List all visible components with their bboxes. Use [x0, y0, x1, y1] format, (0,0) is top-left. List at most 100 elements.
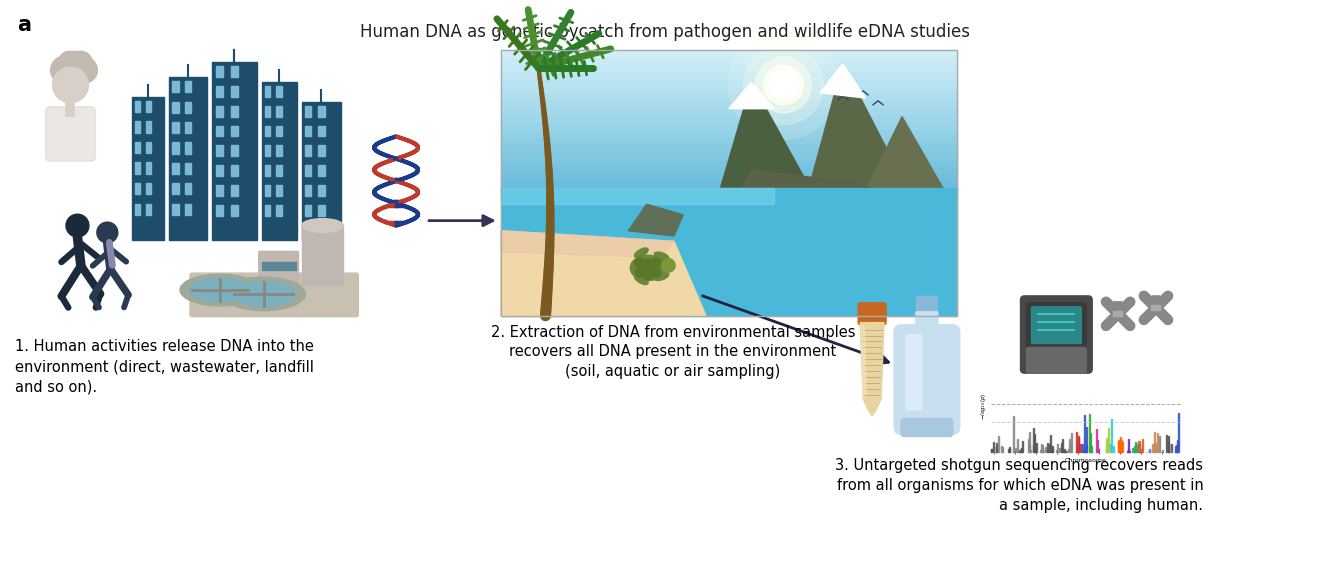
Bar — [265, 86, 270, 97]
Bar — [318, 125, 325, 136]
Bar — [230, 145, 238, 156]
Bar — [262, 262, 295, 270]
Bar — [318, 205, 325, 215]
Bar — [500, 101, 957, 109]
Bar — [500, 65, 957, 73]
Bar — [500, 160, 957, 168]
Bar — [145, 183, 150, 194]
Bar — [302, 226, 343, 285]
Circle shape — [59, 51, 80, 73]
Bar — [134, 142, 140, 153]
FancyBboxPatch shape — [45, 107, 96, 161]
Bar — [318, 145, 325, 156]
FancyBboxPatch shape — [894, 324, 960, 434]
Bar — [230, 125, 238, 136]
Bar — [500, 153, 957, 161]
Polygon shape — [729, 82, 775, 109]
Bar — [185, 163, 192, 174]
Bar — [500, 174, 957, 182]
FancyBboxPatch shape — [1032, 307, 1081, 343]
Bar — [230, 106, 238, 117]
Bar — [172, 183, 178, 194]
Bar — [500, 182, 957, 190]
Ellipse shape — [635, 275, 648, 284]
Bar — [216, 106, 224, 117]
Circle shape — [643, 270, 654, 280]
Bar — [185, 142, 192, 154]
Polygon shape — [500, 231, 673, 257]
Text: Chromosome: Chromosome — [1065, 458, 1106, 463]
Circle shape — [744, 46, 824, 125]
Circle shape — [67, 214, 89, 237]
Bar — [169, 77, 206, 241]
Bar — [230, 86, 238, 97]
Bar — [500, 123, 957, 132]
Bar — [172, 122, 178, 133]
Bar — [216, 185, 224, 196]
Bar — [305, 106, 311, 117]
Bar — [500, 145, 957, 153]
Circle shape — [635, 269, 644, 277]
Bar — [500, 189, 957, 197]
Bar — [185, 122, 192, 133]
Bar — [172, 101, 178, 113]
Bar — [185, 81, 192, 92]
Circle shape — [651, 258, 662, 268]
Bar — [500, 50, 957, 316]
Bar — [277, 86, 282, 97]
Bar — [185, 203, 192, 215]
Bar — [265, 145, 270, 156]
Text: 2. Extraction of DNA from environmental samples
recovers all DNA present in the : 2. Extraction of DNA from environmental … — [491, 324, 856, 379]
Circle shape — [652, 269, 660, 277]
Text: Human DNA as genetic bycatch from pathogen and wildlife eDNA studies: Human DNA as genetic bycatch from pathog… — [359, 23, 970, 40]
Bar — [277, 205, 282, 215]
Polygon shape — [692, 170, 957, 316]
Bar — [265, 205, 270, 215]
Bar — [318, 106, 325, 117]
Bar — [277, 145, 282, 156]
Text: 3. Untargeted shotgun sequencing recovers reads
from all organisms for which eDN: 3. Untargeted shotgun sequencing recover… — [836, 458, 1203, 513]
Bar — [990, 361, 1179, 453]
Bar — [172, 142, 178, 154]
Circle shape — [97, 222, 118, 243]
Bar — [145, 162, 150, 174]
Bar — [230, 205, 238, 215]
FancyBboxPatch shape — [906, 335, 922, 410]
Bar — [265, 125, 270, 136]
Ellipse shape — [233, 281, 295, 307]
Bar — [500, 87, 957, 95]
Bar — [500, 50, 957, 59]
Circle shape — [764, 65, 804, 105]
Bar — [230, 66, 238, 77]
Bar — [212, 62, 257, 241]
Bar — [318, 185, 325, 196]
Bar — [185, 101, 192, 113]
Circle shape — [640, 259, 656, 276]
Bar — [172, 81, 178, 92]
Bar — [216, 145, 224, 156]
Bar — [265, 106, 270, 117]
Circle shape — [72, 57, 97, 83]
Bar — [145, 142, 150, 153]
Text: a: a — [17, 15, 31, 35]
Polygon shape — [683, 82, 888, 316]
Circle shape — [768, 70, 799, 100]
Bar — [145, 203, 150, 215]
Polygon shape — [861, 324, 866, 394]
Polygon shape — [860, 323, 884, 416]
Bar — [305, 205, 311, 215]
Bar — [277, 185, 282, 196]
Bar — [500, 94, 957, 103]
Bar — [500, 188, 957, 316]
Bar — [277, 125, 282, 136]
FancyBboxPatch shape — [258, 251, 298, 288]
Bar — [318, 165, 325, 176]
Circle shape — [662, 259, 675, 272]
Circle shape — [756, 57, 812, 113]
Polygon shape — [1114, 302, 1122, 312]
Bar — [500, 109, 957, 117]
Bar — [145, 101, 150, 112]
Bar — [145, 121, 150, 133]
Bar — [277, 106, 282, 117]
Polygon shape — [500, 231, 705, 316]
